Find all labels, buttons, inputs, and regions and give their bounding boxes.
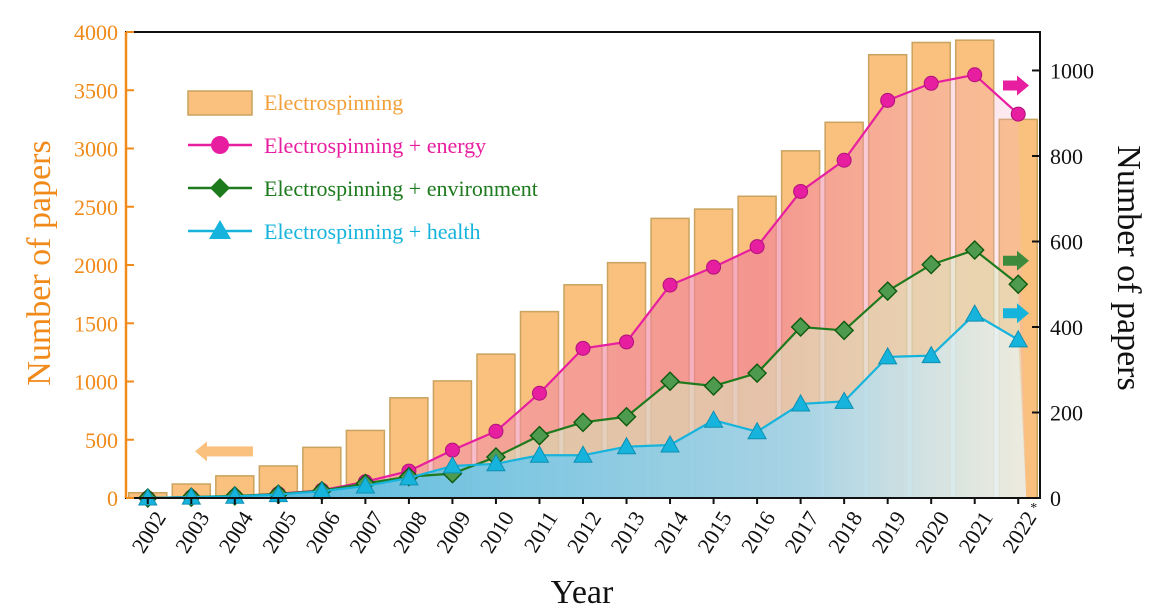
legend-label: Electrospinning + energy (264, 133, 486, 158)
y-left-tick-label: 2000 (74, 253, 118, 278)
point-electrospinning-energy-2013 (619, 334, 635, 350)
y-right-tick-label: 800 (1050, 144, 1083, 169)
y-axis-right-title: Number of papers (1110, 145, 1147, 390)
point-electrospinning-environment-2017 (790, 317, 811, 337)
x-tick-note: * (1030, 501, 1037, 516)
axis-arrow-left-icon (195, 441, 253, 462)
point-electrospinning-energy-2012 (575, 340, 591, 356)
point-electrospinning-energy-2014 (662, 277, 678, 293)
point-electrospinning-energy-2018 (836, 152, 852, 168)
point-electrospinning-health-2014 (660, 434, 680, 453)
legend-label: Electrospinning + health (264, 219, 480, 244)
point-electrospinning-environment-2011 (529, 425, 550, 446)
x-tick-label: 2009 (431, 507, 476, 558)
point-electrospinning-environment-2021 (964, 240, 985, 261)
axis-arrow-right-icon (1003, 250, 1029, 271)
legend-bar-swatch (187, 90, 253, 116)
point-electrospinning-energy-2020 (923, 75, 939, 91)
y-right-tick-label: 600 (1050, 229, 1083, 254)
point-electrospinning-health-2016 (747, 421, 767, 440)
point-electrospinning-health-2008 (399, 467, 419, 486)
point-electrospinning-health-2020 (921, 345, 942, 364)
y-right-tick-label: 400 (1050, 315, 1083, 340)
x-tick-label: 2002 (126, 507, 171, 558)
x-tick-label: 2003 (170, 507, 215, 558)
point-electrospinning-environment-2018 (834, 320, 855, 341)
y-axis-left-title: Number of papers (21, 140, 58, 385)
x-tick-label: 2017 (779, 507, 824, 558)
x-tick-label: 2004 (213, 507, 258, 558)
y-left-tick-label: 3500 (74, 78, 118, 103)
point-electrospinning-energy-2019 (880, 92, 896, 108)
axis-arrow-right-icon (1003, 75, 1029, 96)
x-tick-label: 2019 (866, 507, 911, 558)
point-electrospinning-health-2018 (834, 391, 854, 409)
y-left-tick-label: 4000 (74, 20, 118, 45)
point-electrospinning-health-2022 (1008, 329, 1029, 348)
point-electrospinning-health-2003 (181, 487, 202, 505)
x-tick-label: 2006 (301, 507, 346, 558)
point-electrospinning-health-2011 (529, 445, 550, 463)
x-tick-label: 2011 (519, 507, 563, 557)
point-electrospinning-environment-2012 (573, 412, 593, 433)
point-electrospinning-energy-2021 (967, 67, 983, 83)
y-right-tick-label: 0 (1050, 486, 1061, 511)
x-tick-label: 2018 (823, 507, 868, 558)
point-electrospinning-energy-2017 (793, 183, 809, 199)
point-electrospinning-energy-2016 (749, 239, 765, 255)
x-tick-label: 2016 (736, 507, 781, 558)
y-left-tick-label: 2500 (74, 195, 118, 220)
point-electrospinning-energy-2011 (531, 385, 547, 401)
x-tick-label: 2020 (910, 507, 955, 558)
point-electrospinning-health-2010 (486, 453, 506, 472)
legend-diamond-marker-icon (210, 178, 230, 198)
x-tick-label: 2005 (257, 507, 302, 558)
x-tick-label: 2015 (692, 507, 737, 558)
point-electrospinning-energy-2010 (488, 423, 504, 439)
x-tick-label: 2014 (649, 507, 694, 558)
point-electrospinning-health-2017 (790, 393, 811, 412)
point-electrospinning-environment-2022 (1008, 274, 1029, 295)
axis-arrow-right-icon (1003, 303, 1029, 324)
x-tick-label: 2021 (953, 507, 998, 558)
point-electrospinning-environment-2015 (703, 375, 724, 396)
legend-label: Electrospinning + environment (264, 176, 538, 201)
x-tick-label: 2007 (344, 507, 389, 558)
point-electrospinning-environment-2014 (660, 371, 681, 392)
point-electrospinning-environment-2013 (616, 406, 637, 427)
x-tick-label: 2012 (562, 507, 607, 558)
point-electrospinning-environment-2016 (747, 363, 768, 384)
point-electrospinning-health-2007 (355, 476, 376, 494)
x-tick-label: 2008 (388, 507, 433, 558)
y-left-tick-label: 3000 (74, 137, 118, 162)
point-electrospinning-energy-2009 (444, 442, 460, 458)
y-left-tick-label: 1500 (74, 311, 118, 336)
point-electrospinning-energy-2015 (706, 259, 722, 275)
point-electrospinning-environment-2019 (877, 281, 898, 302)
legend-circle-marker-icon (211, 136, 229, 154)
x-axis-title: Year (551, 574, 614, 611)
point-electrospinning-health-2021 (964, 304, 985, 322)
point-electrospinning-health-2015 (703, 410, 724, 428)
x-tick-label: 2013 (605, 507, 650, 558)
legend-triangle-marker-icon (209, 220, 231, 239)
point-electrospinning-environment-2020 (921, 254, 942, 275)
area-electrospinning-health (147, 314, 1027, 498)
y-left-tick-label: 1000 (74, 370, 118, 395)
point-electrospinning-health-2013 (616, 436, 637, 455)
y-right-tick-label: 200 (1050, 400, 1083, 425)
point-electrospinning-health-2009 (442, 455, 463, 474)
legend-label: Electrospinning (264, 90, 403, 115)
x-tick-label: 2010 (475, 507, 520, 558)
point-electrospinning-health-2012 (573, 445, 593, 463)
y-left-tick-label: 0 (107, 486, 118, 511)
y-right-tick-label: 1000 (1050, 58, 1094, 83)
point-electrospinning-energy-2022 (1010, 106, 1026, 122)
y-left-tick-label: 500 (85, 428, 118, 453)
point-electrospinning-health-2019 (877, 346, 898, 365)
